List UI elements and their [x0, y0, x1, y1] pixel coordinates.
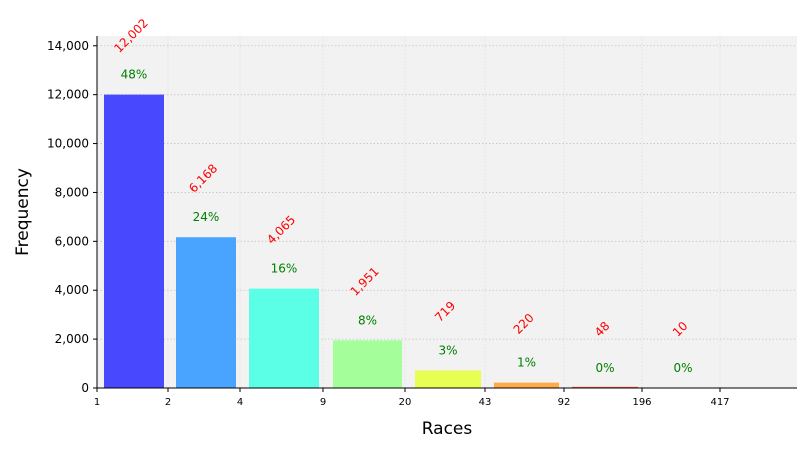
x-tick-label: 20 [399, 397, 412, 408]
y-axis-title: Frequency [13, 168, 33, 256]
percent-label: 0% [595, 361, 614, 375]
percent-label: 0% [673, 361, 692, 375]
axes: 0 2,000 4,000 6,000 8,000 10,000 12,000 14,000 1… [47, 36, 797, 408]
bar [249, 288, 319, 388]
y-tick-label: 12,000 [47, 88, 89, 102]
x-tick-label: 43 [479, 397, 492, 408]
percent-label: 8% [358, 313, 377, 327]
x-tick-label: 92 [558, 397, 571, 408]
x-axis-title: Races [422, 419, 473, 439]
bar [415, 370, 481, 388]
x-tick-label: 417 [710, 397, 729, 408]
percent-label: 1% [517, 356, 536, 370]
y-tick-label: 6,000 [55, 234, 89, 248]
x-tick-label: 1 [94, 397, 100, 408]
percent-label: 24% [193, 210, 220, 224]
x-tick-label: 2 [165, 397, 171, 408]
bars [104, 94, 716, 389]
y-tick-label: 2,000 [55, 332, 89, 346]
bar [572, 386, 638, 388]
percent-label: 48% [121, 68, 148, 82]
bar [333, 340, 402, 388]
x-tick-label: 196 [632, 397, 651, 408]
bar [176, 237, 236, 388]
y-tick-label: 14,000 [47, 39, 89, 53]
percent-label: 3% [438, 343, 457, 357]
y-tick-label: 8,000 [55, 185, 89, 199]
percent-label: 16% [271, 262, 298, 276]
y-tick-label: 10,000 [47, 137, 89, 151]
y-tick-label: 0 [81, 381, 89, 395]
x-tick-label: 4 [237, 397, 243, 408]
x-tick-label: 9 [320, 397, 326, 408]
bar [494, 382, 559, 388]
bar [104, 94, 164, 389]
y-tick-label: 4,000 [55, 283, 89, 297]
